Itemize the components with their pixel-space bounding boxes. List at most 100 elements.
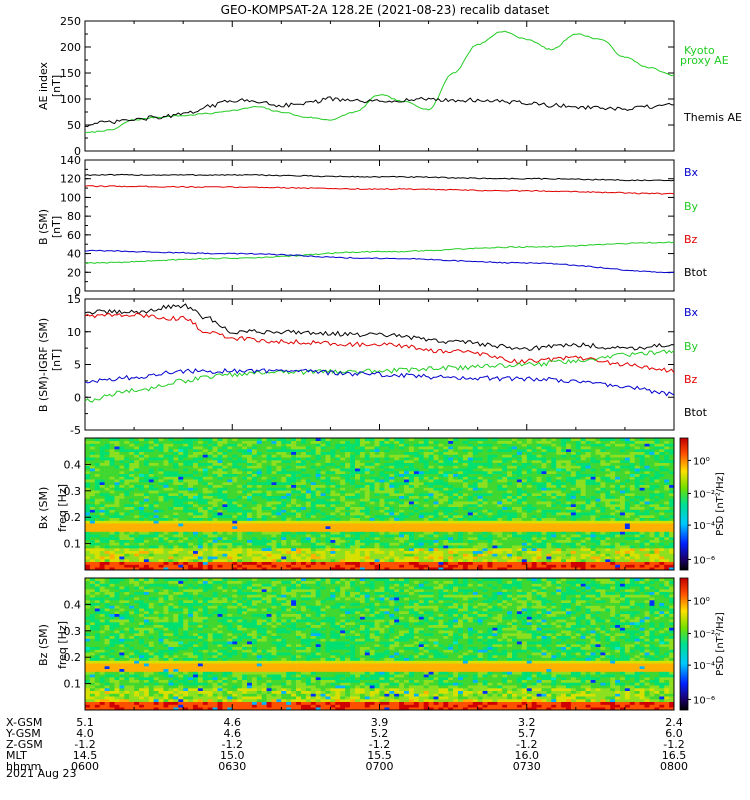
- spec-cell: [566, 515, 572, 518]
- spec-cell: [610, 537, 616, 540]
- spec-cell: [570, 556, 577, 560]
- spec-cell: [266, 465, 272, 469]
- spec-cell: [212, 465, 218, 469]
- spec-cell: [541, 498, 547, 502]
- spec-cell: [114, 553, 120, 557]
- spec-cell: [502, 476, 508, 480]
- spec-cell: [188, 504, 194, 507]
- spec-cell: [438, 509, 444, 513]
- spec-cell: [664, 567, 670, 571]
- spec-cell: [536, 537, 542, 540]
- spec-cell: [237, 454, 243, 458]
- spec-cell: [521, 561, 527, 565]
- spec-cell: [359, 517, 366, 521]
- spec-cell: [433, 504, 439, 507]
- spec-cell: [664, 561, 670, 565]
- spec-cell: [305, 537, 312, 540]
- spec-cell: [551, 501, 557, 505]
- spec-cell: [153, 457, 159, 461]
- spec-cell: [359, 528, 366, 532]
- spec-cell: [624, 515, 631, 518]
- spec-cell: [497, 490, 503, 494]
- spec-cell: [659, 548, 665, 551]
- spec-cell: [266, 559, 272, 562]
- spec-cell: [521, 564, 527, 568]
- spec-cell: [99, 487, 105, 491]
- spec-cell: [310, 545, 316, 549]
- spec-cell: [320, 476, 326, 480]
- spec-cell: [546, 515, 552, 518]
- spec-cell: [659, 504, 665, 507]
- spec-cell: [634, 504, 640, 507]
- spec-cell: [143, 471, 150, 474]
- spec-cell: [438, 523, 444, 527]
- spec-cell: [99, 482, 105, 485]
- spec-cell: [139, 490, 145, 494]
- spec-cell: [266, 484, 272, 488]
- spec-cell: [531, 493, 537, 496]
- spec-cell: [183, 454, 189, 458]
- spec-cell: [624, 539, 631, 543]
- spec-cell: [413, 556, 420, 560]
- spec-cell: [364, 528, 370, 532]
- spec-cell: [188, 559, 194, 562]
- spec-cell: [472, 556, 478, 560]
- spec-cell: [644, 539, 650, 543]
- spec-cell: [350, 559, 356, 562]
- spec-cell: [124, 482, 130, 485]
- spec-cell: [389, 567, 395, 571]
- spec-cell: [256, 468, 262, 472]
- spec-cell: [119, 567, 125, 571]
- spec-cell: [580, 553, 586, 557]
- spec-cell: [143, 512, 150, 516]
- spec-cell: [448, 553, 454, 557]
- spec-cell: [536, 501, 542, 505]
- spec-cell: [374, 479, 380, 483]
- spec-cell: [340, 517, 346, 521]
- spec-cell: [610, 468, 616, 472]
- spec-cell: [531, 559, 537, 562]
- spec-cell: [153, 493, 159, 496]
- spec-cell: [433, 462, 439, 466]
- spec-cell: [242, 537, 248, 540]
- spec-cell: [384, 534, 390, 538]
- spec-cell: [624, 484, 631, 488]
- spec-cell: [217, 509, 223, 513]
- spec-cell: [286, 528, 292, 532]
- spec-cell: [143, 495, 150, 499]
- spec-cell: [467, 548, 473, 551]
- spec-cell: [629, 460, 635, 463]
- spec-cell: [325, 495, 331, 499]
- spec-cell: [669, 523, 675, 527]
- spec-cell: [615, 484, 621, 488]
- spec-cell: [487, 495, 493, 499]
- spec-cell: [207, 462, 213, 466]
- spec-cell: [134, 473, 140, 477]
- spec-cell: [629, 501, 635, 505]
- spec-cell: [512, 509, 518, 513]
- spec-cell: [472, 520, 478, 524]
- spec-cell: [462, 498, 469, 502]
- spec-cell: [178, 471, 184, 474]
- spec-cell: [610, 539, 616, 543]
- spec-cell: [453, 531, 459, 535]
- db-ylabel-unit: [nT]: [50, 349, 63, 371]
- spec-cell: [595, 509, 601, 513]
- spec-cell: [453, 523, 459, 527]
- spec-cell: [654, 542, 660, 546]
- spec-cell: [85, 479, 91, 483]
- spec-cell: [502, 523, 508, 527]
- spec-cell: [644, 465, 650, 469]
- spec-cell: [286, 493, 292, 496]
- spec-cell: [561, 504, 567, 507]
- spec-cell: [340, 567, 346, 571]
- spec-cell: [502, 501, 508, 505]
- spec-cell: [502, 504, 508, 507]
- spec-cell: [610, 490, 616, 494]
- spec-cell: [188, 454, 194, 458]
- spec-cell: [232, 526, 238, 529]
- spec-cell: [438, 476, 444, 480]
- spec-cell: [94, 506, 100, 510]
- spec-cell: [89, 460, 96, 463]
- spec-cell: [301, 520, 307, 524]
